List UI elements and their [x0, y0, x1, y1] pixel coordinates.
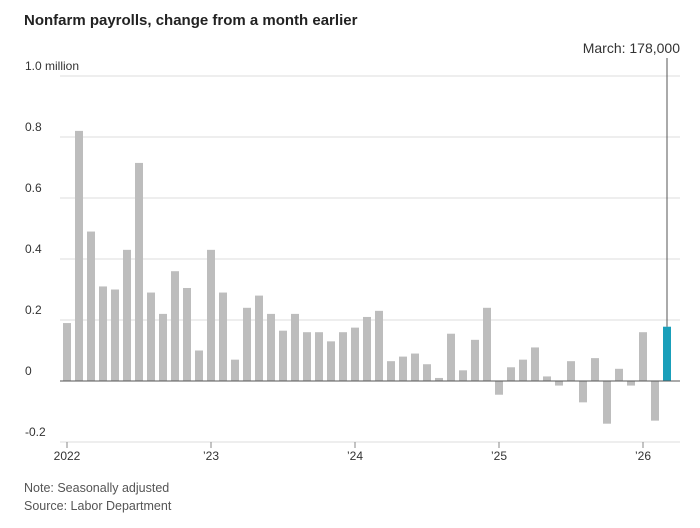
- bar: [231, 359, 239, 381]
- bar: [171, 271, 179, 381]
- chart-title: Nonfarm payrolls, change from a month ea…: [24, 12, 358, 29]
- bar: [603, 381, 611, 424]
- bar: [543, 376, 551, 381]
- bar: [279, 330, 287, 381]
- source: Source: Labor Department: [24, 499, 172, 513]
- annotation: March: 178,000: [583, 40, 680, 56]
- bar: [423, 364, 431, 381]
- bar: [363, 316, 371, 381]
- y-tick-label: -0.2: [25, 425, 46, 439]
- bar: [291, 313, 299, 381]
- bar: [351, 327, 359, 381]
- y-tick-label: 0.8: [25, 120, 42, 134]
- bar: [591, 358, 599, 381]
- x-tick-label: 2022: [54, 449, 81, 463]
- bar: [483, 307, 491, 381]
- bar: [183, 287, 191, 381]
- bar: [303, 332, 311, 381]
- bar: [651, 381, 659, 421]
- x-tick-label: ’26: [635, 449, 651, 463]
- bar: [399, 356, 407, 381]
- bar: [87, 231, 95, 381]
- y-tick-label: 0.2: [25, 303, 42, 317]
- bar: [435, 377, 443, 381]
- bar: [195, 350, 203, 381]
- bar: [579, 381, 587, 403]
- bar: [459, 370, 467, 381]
- bar: [207, 249, 215, 381]
- bar: [327, 341, 335, 381]
- bar: [243, 307, 251, 381]
- bar: [555, 381, 563, 386]
- bar: [63, 323, 71, 381]
- bar: [567, 361, 575, 381]
- y-tick-label: 0.6: [25, 181, 42, 195]
- bar: [255, 295, 263, 381]
- bar: [123, 249, 131, 381]
- bar: [663, 326, 671, 381]
- bar: [375, 310, 383, 381]
- y-tick-label: 1.0 million: [25, 59, 79, 73]
- bar: [99, 286, 107, 381]
- bar: [411, 353, 419, 381]
- bar: [339, 332, 347, 381]
- bar: [639, 332, 647, 381]
- bar: [507, 367, 515, 381]
- bar: [219, 292, 227, 381]
- x-tick-label: ’24: [347, 449, 363, 463]
- bar: [267, 313, 275, 381]
- y-tick-label: 0.4: [25, 242, 42, 256]
- bar: [495, 381, 503, 395]
- bar: [111, 289, 119, 381]
- bar: [315, 332, 323, 381]
- y-tick-label: 0: [25, 364, 32, 378]
- bar: [615, 368, 623, 381]
- bar: [75, 130, 83, 381]
- x-tick-label: ’23: [203, 449, 219, 463]
- bar: [447, 333, 455, 381]
- bar: [519, 359, 527, 381]
- bar: [471, 339, 479, 381]
- bar: [387, 361, 395, 381]
- bar: [531, 347, 539, 381]
- bar: [159, 313, 167, 381]
- x-tick-label: ’25: [491, 449, 507, 463]
- bar: [627, 381, 635, 386]
- bar: [147, 292, 155, 381]
- bar: [135, 162, 143, 381]
- note: Note: Seasonally adjusted: [24, 481, 169, 495]
